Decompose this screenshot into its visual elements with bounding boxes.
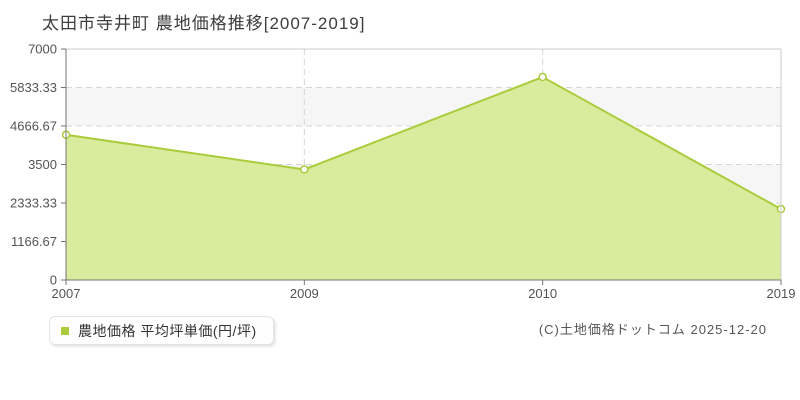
y-tick-label: 2333.33	[10, 196, 57, 211]
chart-title: 太田市寺井町 農地価格推移[2007-2019]	[42, 14, 366, 33]
series-line	[65, 75, 782, 210]
plot-band	[66, 87, 781, 126]
plot-band	[66, 49, 781, 88]
x-tick-label: 2007	[52, 286, 81, 301]
series-area	[66, 77, 781, 280]
y-tick-label: 3500	[28, 157, 57, 172]
price-trend-chart: 0 1166.67 2333.33 3500 4666.67 5833.33 7000 200…	[10, 42, 796, 302]
y-tick-label: 7000	[28, 42, 57, 57]
legend: 農地価格 平均坪単価(円/坪)	[49, 316, 274, 345]
y-tick-label: 5833.33	[10, 80, 57, 95]
y-tick-label: 4666.67	[10, 118, 57, 133]
data-point-2009[interactable]	[300, 165, 309, 174]
y-tick-label: 0	[50, 273, 57, 288]
legend-label: 農地価格 平均坪単価(円/坪)	[78, 322, 257, 339]
data-point-2010[interactable]	[538, 72, 547, 82]
copyright-text: (C)土地価格ドットコム 2025-12-20	[538, 322, 767, 337]
square-marker-icon	[61, 326, 69, 335]
x-tick-label: 2009	[290, 286, 319, 301]
x-tick-label: 2010	[528, 286, 557, 301]
y-tick-label: 1166.67	[11, 234, 57, 249]
x-tick-label: 2019	[767, 286, 796, 301]
